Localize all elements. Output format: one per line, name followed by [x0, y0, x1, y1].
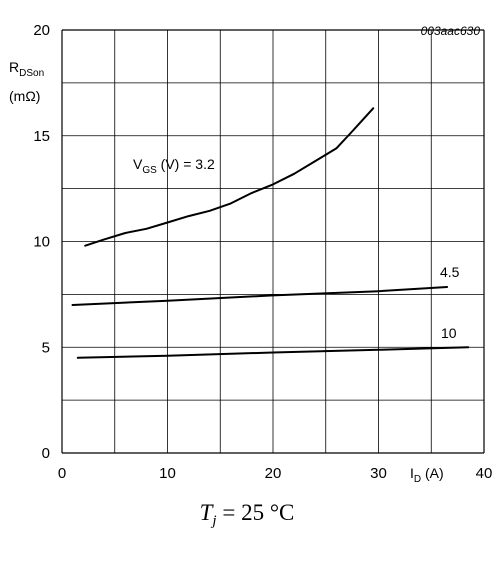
y-tick-label: 20	[33, 22, 50, 39]
series-label-4-5: 4.5	[440, 264, 460, 280]
y-tick-label: 10	[33, 234, 50, 251]
series-line-1	[71, 286, 449, 306]
condition-label: Tj = 25 °C	[199, 500, 295, 529]
x-tick-label: 40	[476, 465, 493, 482]
x-tick-label: 10	[159, 465, 176, 482]
grid	[61, 29, 485, 454]
series-label-10: 10	[441, 325, 457, 341]
series-line-2	[76, 346, 470, 359]
x-tick-label: 0	[58, 465, 66, 482]
series-label-3-2: VGS (V) = 3.2	[133, 156, 215, 176]
y-tick-label: 15	[33, 128, 50, 145]
y-tick-label: 5	[42, 339, 50, 356]
tick-labels: 0 10 20 30 40 0 5 10 15 20	[33, 22, 492, 482]
x-axis-label: ID (A)	[410, 465, 444, 485]
y-axis-label: RDSon	[9, 59, 44, 79]
y-axis-unit: (mΩ)	[9, 88, 40, 104]
y-tick-label: 0	[42, 445, 50, 462]
x-tick-label: 30	[370, 465, 387, 482]
series-lines	[71, 107, 470, 359]
x-tick-label: 20	[265, 465, 282, 482]
figure-code: 003aac630	[421, 24, 481, 38]
series-line-0	[84, 107, 375, 247]
